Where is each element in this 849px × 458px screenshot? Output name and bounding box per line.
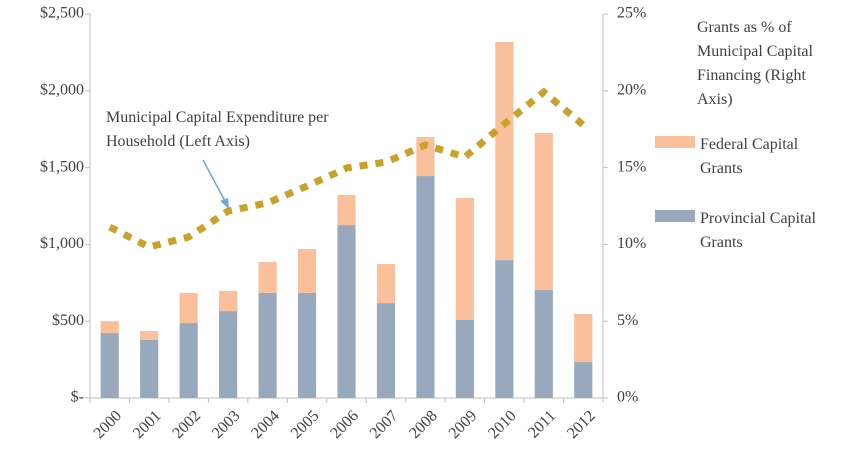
- bar: [376, 264, 396, 304]
- x-tick-label: 2006: [327, 407, 362, 442]
- bar: [455, 319, 474, 398]
- x-tick-label: 2002: [169, 407, 204, 442]
- y2-tick-label: 5%: [617, 312, 638, 329]
- x-tick-label: 2001: [130, 407, 165, 442]
- legend-label: Provincial Capital Grants: [700, 210, 816, 251]
- bar: [140, 339, 159, 398]
- bar: [376, 303, 396, 398]
- y-tick-label: $1,000: [40, 235, 84, 252]
- y2-tick-label: 15%: [617, 158, 646, 175]
- annotation-arrowhead: [220, 198, 229, 209]
- x-tick-label: 2008: [406, 407, 441, 442]
- bar: [258, 292, 277, 398]
- x-tick-label: 2005: [288, 407, 323, 442]
- x-tick-label: 2000: [91, 407, 126, 442]
- y-tick-label: $500: [52, 312, 84, 329]
- bar: [337, 194, 356, 226]
- bar: [297, 249, 317, 293]
- legend-swatch: [655, 136, 695, 148]
- y2-tick-label: 25%: [617, 5, 646, 22]
- bar: [219, 290, 238, 312]
- y2-tick-label: 0%: [617, 389, 638, 406]
- bar: [337, 225, 356, 398]
- bar: [179, 292, 198, 324]
- x-tick-label: 2004: [248, 407, 283, 442]
- bar: [416, 176, 435, 398]
- bar: [140, 331, 159, 340]
- bar: [534, 133, 553, 291]
- x-tick-label: 2010: [485, 407, 520, 442]
- bar: [219, 311, 238, 398]
- y-tick-label: $1,500: [40, 158, 84, 175]
- y-tick-label: $2,500: [40, 5, 84, 22]
- annotation-arrow: [202, 159, 227, 204]
- bar: [455, 198, 474, 320]
- legend-swatch: [655, 210, 695, 222]
- x-tick-label: 2012: [564, 407, 599, 442]
- x-tick-label: 2009: [446, 407, 481, 442]
- bar: [100, 321, 119, 334]
- y-tick-label: $-: [71, 389, 84, 406]
- y2-tick-label: 10%: [617, 235, 646, 252]
- bar: [258, 262, 277, 293]
- line: [108, 87, 586, 251]
- bar: [100, 333, 119, 398]
- y2-tick-label: 20%: [617, 81, 646, 98]
- bar: [297, 292, 317, 398]
- bar: [574, 313, 593, 363]
- bar: [574, 362, 593, 398]
- bar: [534, 290, 553, 398]
- x-tick-label: 2003: [209, 407, 244, 442]
- x-tick-label: 2007: [367, 407, 402, 442]
- bar: [495, 260, 514, 398]
- legend-label: Federal Capital Grants: [700, 136, 799, 177]
- right-axis-annotation: Grants as % of Municipal Capital Financi…: [697, 19, 813, 108]
- bar: [495, 41, 514, 261]
- line-annotation: Municipal Capital Expenditure per Househ…: [106, 109, 329, 150]
- y-tick-label: $2,000: [40, 81, 84, 98]
- bar: [179, 323, 198, 398]
- x-tick-label: 2011: [525, 407, 559, 441]
